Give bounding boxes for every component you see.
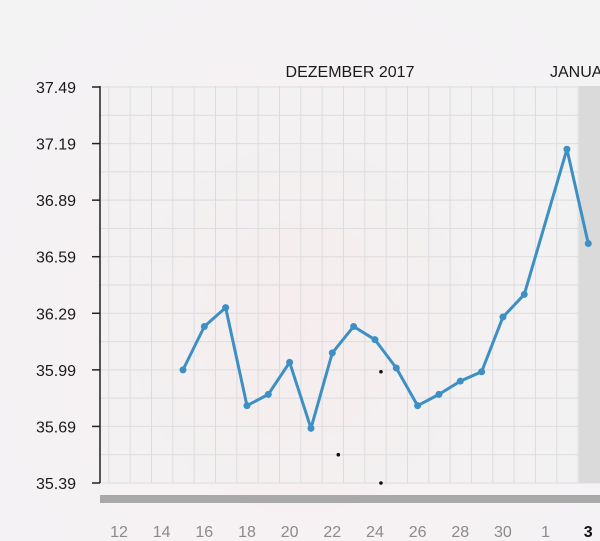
markers [336, 369, 383, 485]
data-point [328, 349, 336, 357]
data-point [179, 366, 187, 374]
marker-dot [336, 452, 341, 457]
horizontal-scrollbar[interactable] [100, 495, 600, 503]
x-tick-label: 20 [281, 524, 299, 541]
data-point [563, 145, 571, 153]
marker-dot [379, 369, 383, 374]
data-point [286, 358, 294, 366]
y-tick-label: 36.29 [36, 306, 76, 323]
data-point [371, 336, 379, 344]
marker-dot [379, 481, 383, 485]
x-tick-label: 30 [494, 524, 512, 541]
y-tick-label: 35.99 [36, 363, 76, 380]
y-tick-label: 35.69 [36, 419, 76, 436]
y-axis: 37.49 37.19 36.89 36.59 36.29 35.99 35.69 35.39 [36, 80, 101, 493]
grid-lines [100, 86, 600, 484]
data-point [435, 390, 443, 398]
x-tick-label: 24 [366, 524, 384, 541]
month-label-january: JANUA [550, 64, 600, 81]
data-point [456, 377, 464, 385]
data-point [392, 364, 400, 372]
x-tick-label: 14 [153, 524, 171, 541]
data-point [264, 390, 272, 398]
data-point [222, 304, 230, 312]
data-point [307, 424, 315, 432]
data-point [200, 322, 208, 330]
y-tick-label: 37.19 [36, 137, 76, 154]
data-point [520, 290, 528, 298]
y-tick-label: 35.39 [36, 476, 76, 493]
data-point [350, 322, 358, 330]
month-label-december: DEZEMBER 2017 [286, 64, 415, 81]
data-point [243, 402, 251, 410]
series-line [179, 145, 592, 432]
x-tick-label: 26 [409, 524, 427, 541]
x-tick-label: 12 [110, 524, 128, 541]
data-point [478, 368, 486, 376]
x-tick-label: 22 [323, 524, 341, 541]
x-tick-label: 18 [238, 524, 256, 541]
data-point [584, 240, 592, 248]
data-point [499, 313, 507, 321]
x-tick-label: 3 [584, 524, 593, 541]
y-tick-label: 36.59 [36, 250, 76, 267]
x-axis: 12 14 16 18 20 22 24 26 28 30 1 3 [110, 524, 593, 541]
current-day-highlight [579, 86, 600, 483]
y-tick-label: 36.89 [36, 193, 76, 210]
y-tick-label: 37.49 [36, 80, 76, 97]
x-tick-label: 1 [541, 524, 550, 541]
data-point [414, 402, 422, 410]
x-tick-label: 28 [451, 524, 469, 541]
highlight-column [579, 86, 600, 483]
x-tick-label: 16 [195, 524, 213, 541]
